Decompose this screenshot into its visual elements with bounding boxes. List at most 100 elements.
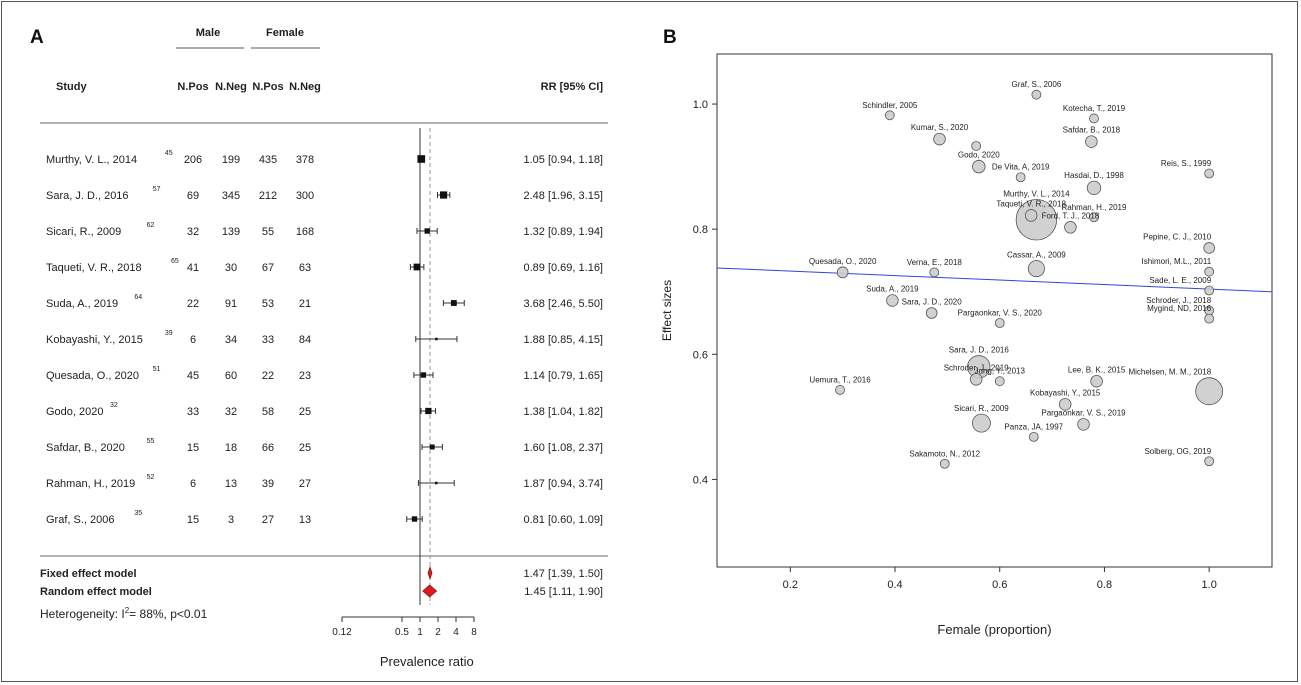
study-bubble [836,266,849,279]
cell-male-pos: 41 [187,262,199,274]
bubble-label: Sicari, R., 2009 [954,404,1009,413]
cell-rr-ci: 2.48 [1.96, 3.15] [523,190,603,202]
study-bubble [925,307,938,319]
cell-female-neg: 21 [299,298,311,310]
cell-male-pos: 206 [184,154,202,166]
study-bubble [969,373,983,386]
effect-square [439,191,448,199]
cell-rr-ci: 1.05 [0.94, 1.18] [523,154,603,166]
y-tick-label: 0.6 [693,349,708,361]
cell-female-neg: 25 [299,442,311,454]
model-label: Random effect model [40,586,152,598]
study-label: Quesada, O., 2020 [46,370,139,382]
study-ref: 62 [147,222,155,229]
header-female-pos: N.Pos [252,81,283,93]
study-bubble [933,132,946,146]
cell-female-pos: 66 [262,442,274,454]
bubble-label: Safdar, B., 2018 [1063,126,1121,135]
study-bubble [886,294,899,307]
cell-female-pos: 33 [262,334,274,346]
study-ref: 65 [171,258,179,265]
cell-female-neg: 23 [299,370,311,382]
bubble-label: De Vita, A, 2019 [992,163,1050,172]
study-bubble [835,385,845,395]
cell-female-neg: 27 [299,478,311,490]
study-bubble [994,318,1005,328]
cell-female-neg: 84 [299,334,311,346]
cell-male-pos: 15 [187,442,199,454]
bubble-label: Kumar, S., 2020 [911,123,969,132]
cell-rr-ci: 1.38 [1.04, 1.82] [523,406,603,418]
bubble-label: Hasdai, D., 1998 [1064,171,1124,180]
effect-square [429,444,435,450]
study-label: Sicari, R., 2009 [46,226,121,238]
effect-square [413,263,421,271]
heterogeneity-text: Heterogeneity: I2= 88%, p<0.01 [40,606,208,621]
cell-male-pos: 32 [187,226,199,238]
bubble-label: Panza, JA, 1997 [1004,422,1063,431]
y-tick-label: 1.0 [693,99,708,111]
cell-female-neg: 25 [299,406,311,418]
study-bubble [884,110,895,121]
study-ref: 64 [134,294,142,301]
bubble-label: Schroder, J., 2019 [944,363,1009,372]
forest-x-tick-label: 0.5 [395,627,409,638]
study-bubble [994,376,1005,387]
header-male-neg: N.Neg [215,81,247,93]
study-bubble [1086,180,1102,196]
effect-square [424,228,430,234]
effect-square [435,481,438,485]
bubble-label: Sade, L. E., 2009 [1149,276,1211,285]
bubble-label: Ford, T. J., 2018 [1042,211,1100,220]
study-ref: 32 [110,402,118,409]
x-tick-label: 0.6 [992,579,1007,591]
study-label: Graf, S., 2006 [46,514,114,526]
study-label: Suda, A., 2019 [46,298,118,310]
cell-male-pos: 6 [190,478,196,490]
cell-female-neg: 300 [296,190,314,202]
forest-x-tick-label: 0.12 [332,627,352,638]
bubble-label: Sara, J. D., 2020 [902,298,963,307]
cell-rr-ci: 1.32 [0.89, 1.94] [523,226,603,238]
study-label: Rahman, H., 2019 [46,478,135,490]
cell-female-neg: 168 [296,226,314,238]
study-bubble [1064,221,1077,234]
effect-square [411,516,418,522]
bubble-label: Kotecha, T., 2019 [1063,104,1126,113]
bubble-label: Pepine, C. J., 2010 [1143,233,1212,242]
effect-square [425,407,432,415]
bubble-label: Graf, S., 2006 [1011,80,1061,89]
study-bubble [1204,168,1215,179]
cell-rr-ci: 1.87 [0.94, 3.74] [523,478,603,490]
bubble-label: Taqueti, V. R., 2018 [996,200,1066,209]
effect-square [420,372,427,378]
cell-male-pos: 6 [190,334,196,346]
effect-square [450,300,457,306]
x-tick-label: 0.8 [1097,579,1112,591]
bubble-label: Pargaonkar, V. S., 2019 [1041,409,1126,418]
bubble-label: Sakamoto, N., 2012 [909,449,980,458]
model-rr-ci: 1.47 [1.39, 1.50] [523,568,603,580]
model-diamond [422,584,438,598]
study-bubble [971,141,982,151]
bubble-label: Kobayashi, Y., 2015 [1030,388,1101,397]
header-female-neg: N.Neg [289,81,321,93]
study-ref: 52 [147,474,155,481]
panel-a-letter: A [30,27,44,48]
study-bubble [929,267,940,278]
cell-male-pos: 45 [187,370,199,382]
cell-female-pos: 55 [262,226,274,238]
forest-x-tick-label: 1 [417,627,423,638]
bubble-label: Jung, Y., 2013 [975,367,1026,376]
study-bubble [1090,374,1103,388]
cell-female-pos: 27 [262,514,274,526]
study-bubble [1204,285,1215,296]
study-ref: 55 [147,438,155,445]
bubble-label: Schindler, 2005 [862,101,918,110]
model-diamond [427,565,433,581]
study-label: Godo, 2020 [46,406,104,418]
bubble-label: Reis, S., 1999 [1161,159,1212,168]
study-bubble [1089,113,1099,124]
bubble-label: Michelsen, M. M., 2018 [1128,368,1211,377]
study-bubble [939,458,950,469]
